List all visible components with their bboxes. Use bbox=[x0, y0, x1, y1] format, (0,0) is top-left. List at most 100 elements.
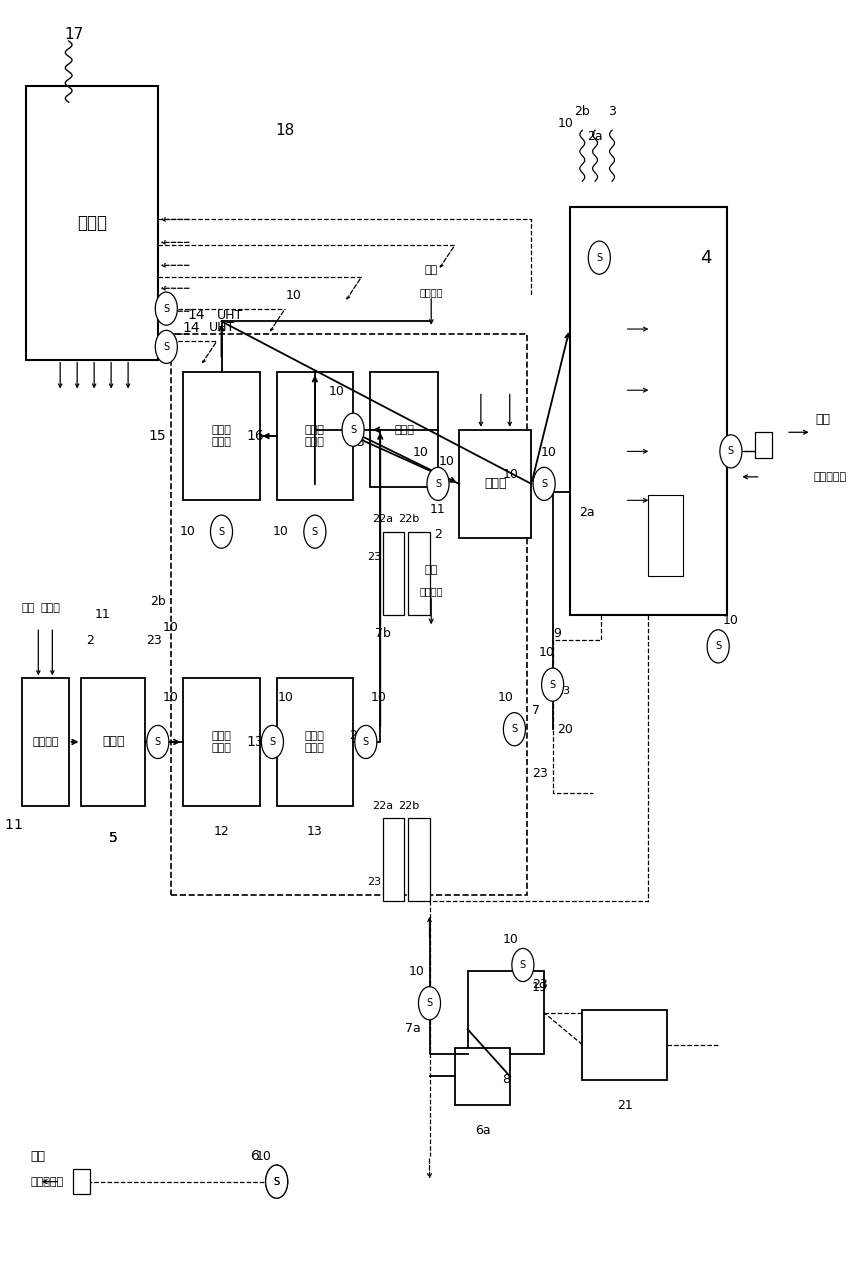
Text: 10: 10 bbox=[163, 691, 178, 704]
Text: S: S bbox=[511, 724, 517, 735]
Circle shape bbox=[504, 713, 525, 746]
Text: 10: 10 bbox=[723, 614, 739, 627]
Text: 11: 11 bbox=[94, 608, 111, 621]
Text: 蒸汽: 蒸汽 bbox=[425, 265, 438, 275]
Text: 无菌空气: 无菌空气 bbox=[420, 586, 443, 596]
Text: 无菌空气: 无菌空气 bbox=[420, 287, 443, 297]
Text: S: S bbox=[550, 680, 556, 690]
Text: 第二级
冷却部: 第二级 冷却部 bbox=[305, 425, 325, 447]
Text: S: S bbox=[596, 252, 602, 262]
Bar bbox=[276, 678, 353, 805]
Circle shape bbox=[155, 292, 178, 325]
Text: S: S bbox=[269, 737, 275, 748]
Circle shape bbox=[147, 726, 169, 759]
Circle shape bbox=[589, 241, 610, 274]
Text: 23: 23 bbox=[349, 436, 366, 449]
Text: 22b: 22b bbox=[397, 801, 419, 810]
Text: 10: 10 bbox=[371, 691, 386, 704]
Circle shape bbox=[210, 515, 233, 548]
Circle shape bbox=[304, 515, 326, 548]
Text: 6a: 6a bbox=[474, 1124, 491, 1137]
Bar bbox=[82, 678, 145, 805]
Bar bbox=[583, 1010, 668, 1080]
Text: S: S bbox=[274, 1176, 280, 1187]
Text: 清洗剂: 清洗剂 bbox=[40, 603, 61, 613]
Bar bbox=[648, 494, 683, 576]
Text: 10: 10 bbox=[286, 289, 302, 302]
Text: 5: 5 bbox=[109, 831, 118, 845]
Text: 第一级
加热部: 第一级 加热部 bbox=[212, 731, 232, 753]
Bar bbox=[408, 531, 430, 614]
Text: 16: 16 bbox=[246, 429, 264, 443]
Text: 14: 14 bbox=[183, 321, 200, 335]
Bar bbox=[184, 678, 260, 805]
Text: 2a: 2a bbox=[587, 131, 603, 143]
Text: 2a: 2a bbox=[579, 506, 595, 520]
Text: S: S bbox=[163, 303, 169, 314]
Text: UHT: UHT bbox=[217, 308, 244, 321]
Text: 22a: 22a bbox=[372, 515, 393, 524]
Text: 13: 13 bbox=[307, 824, 323, 837]
Bar bbox=[370, 372, 438, 488]
Text: 1: 1 bbox=[13, 818, 22, 832]
Text: 10: 10 bbox=[256, 1149, 272, 1162]
Text: 10: 10 bbox=[539, 646, 554, 659]
Circle shape bbox=[266, 1165, 287, 1198]
Text: 10: 10 bbox=[163, 621, 178, 634]
Text: 2b: 2b bbox=[575, 105, 590, 118]
Text: S: S bbox=[163, 342, 169, 352]
Circle shape bbox=[541, 668, 564, 701]
Bar bbox=[468, 972, 544, 1055]
Text: 10: 10 bbox=[541, 445, 556, 458]
Text: 1: 1 bbox=[4, 818, 14, 832]
Text: 19: 19 bbox=[532, 980, 547, 993]
Text: 15: 15 bbox=[148, 429, 166, 443]
Text: 2b: 2b bbox=[150, 595, 166, 608]
Bar bbox=[455, 1048, 511, 1105]
Text: 10: 10 bbox=[277, 691, 293, 704]
Text: 23: 23 bbox=[147, 634, 162, 646]
Text: 22b: 22b bbox=[397, 515, 419, 524]
Text: S: S bbox=[219, 526, 225, 536]
Text: 平衡罐: 平衡罐 bbox=[102, 736, 124, 749]
Text: 水、清洗剂: 水、清洗剂 bbox=[813, 472, 846, 481]
Bar bbox=[383, 531, 404, 614]
Text: S: S bbox=[426, 998, 432, 1009]
Bar bbox=[184, 372, 260, 499]
Text: 4: 4 bbox=[699, 248, 711, 266]
Text: 17: 17 bbox=[64, 27, 84, 42]
Text: 7a: 7a bbox=[405, 1023, 420, 1036]
Bar bbox=[459, 430, 531, 538]
Text: S: S bbox=[154, 737, 161, 748]
Text: 13: 13 bbox=[246, 735, 264, 749]
Text: 保温管: 保温管 bbox=[394, 425, 414, 435]
Text: 7: 7 bbox=[532, 704, 540, 717]
Circle shape bbox=[427, 467, 449, 500]
Text: 2: 2 bbox=[86, 634, 94, 646]
Circle shape bbox=[155, 330, 178, 364]
Text: 高位罐: 高位罐 bbox=[484, 477, 506, 490]
Text: 10: 10 bbox=[328, 385, 344, 398]
Text: 蒸汽: 蒸汽 bbox=[425, 564, 438, 575]
Text: 12: 12 bbox=[214, 824, 229, 837]
Text: S: S bbox=[520, 960, 526, 970]
Text: 23: 23 bbox=[367, 552, 382, 562]
Text: S: S bbox=[715, 641, 722, 652]
Text: 23: 23 bbox=[349, 730, 366, 742]
Text: S: S bbox=[435, 479, 441, 489]
Text: 20: 20 bbox=[558, 723, 573, 736]
Text: 12: 12 bbox=[153, 735, 171, 749]
Circle shape bbox=[720, 435, 742, 468]
Circle shape bbox=[419, 987, 440, 1020]
Bar bbox=[73, 1169, 90, 1194]
Bar bbox=[570, 206, 727, 614]
Text: 8: 8 bbox=[502, 1073, 510, 1087]
Text: S: S bbox=[274, 1176, 280, 1187]
Text: S: S bbox=[363, 737, 369, 748]
Text: 22a: 22a bbox=[372, 801, 393, 810]
Text: 3: 3 bbox=[608, 105, 616, 118]
Text: 10: 10 bbox=[502, 933, 518, 946]
Text: S: S bbox=[311, 526, 318, 536]
Bar bbox=[276, 372, 353, 499]
Text: 23: 23 bbox=[532, 978, 547, 991]
